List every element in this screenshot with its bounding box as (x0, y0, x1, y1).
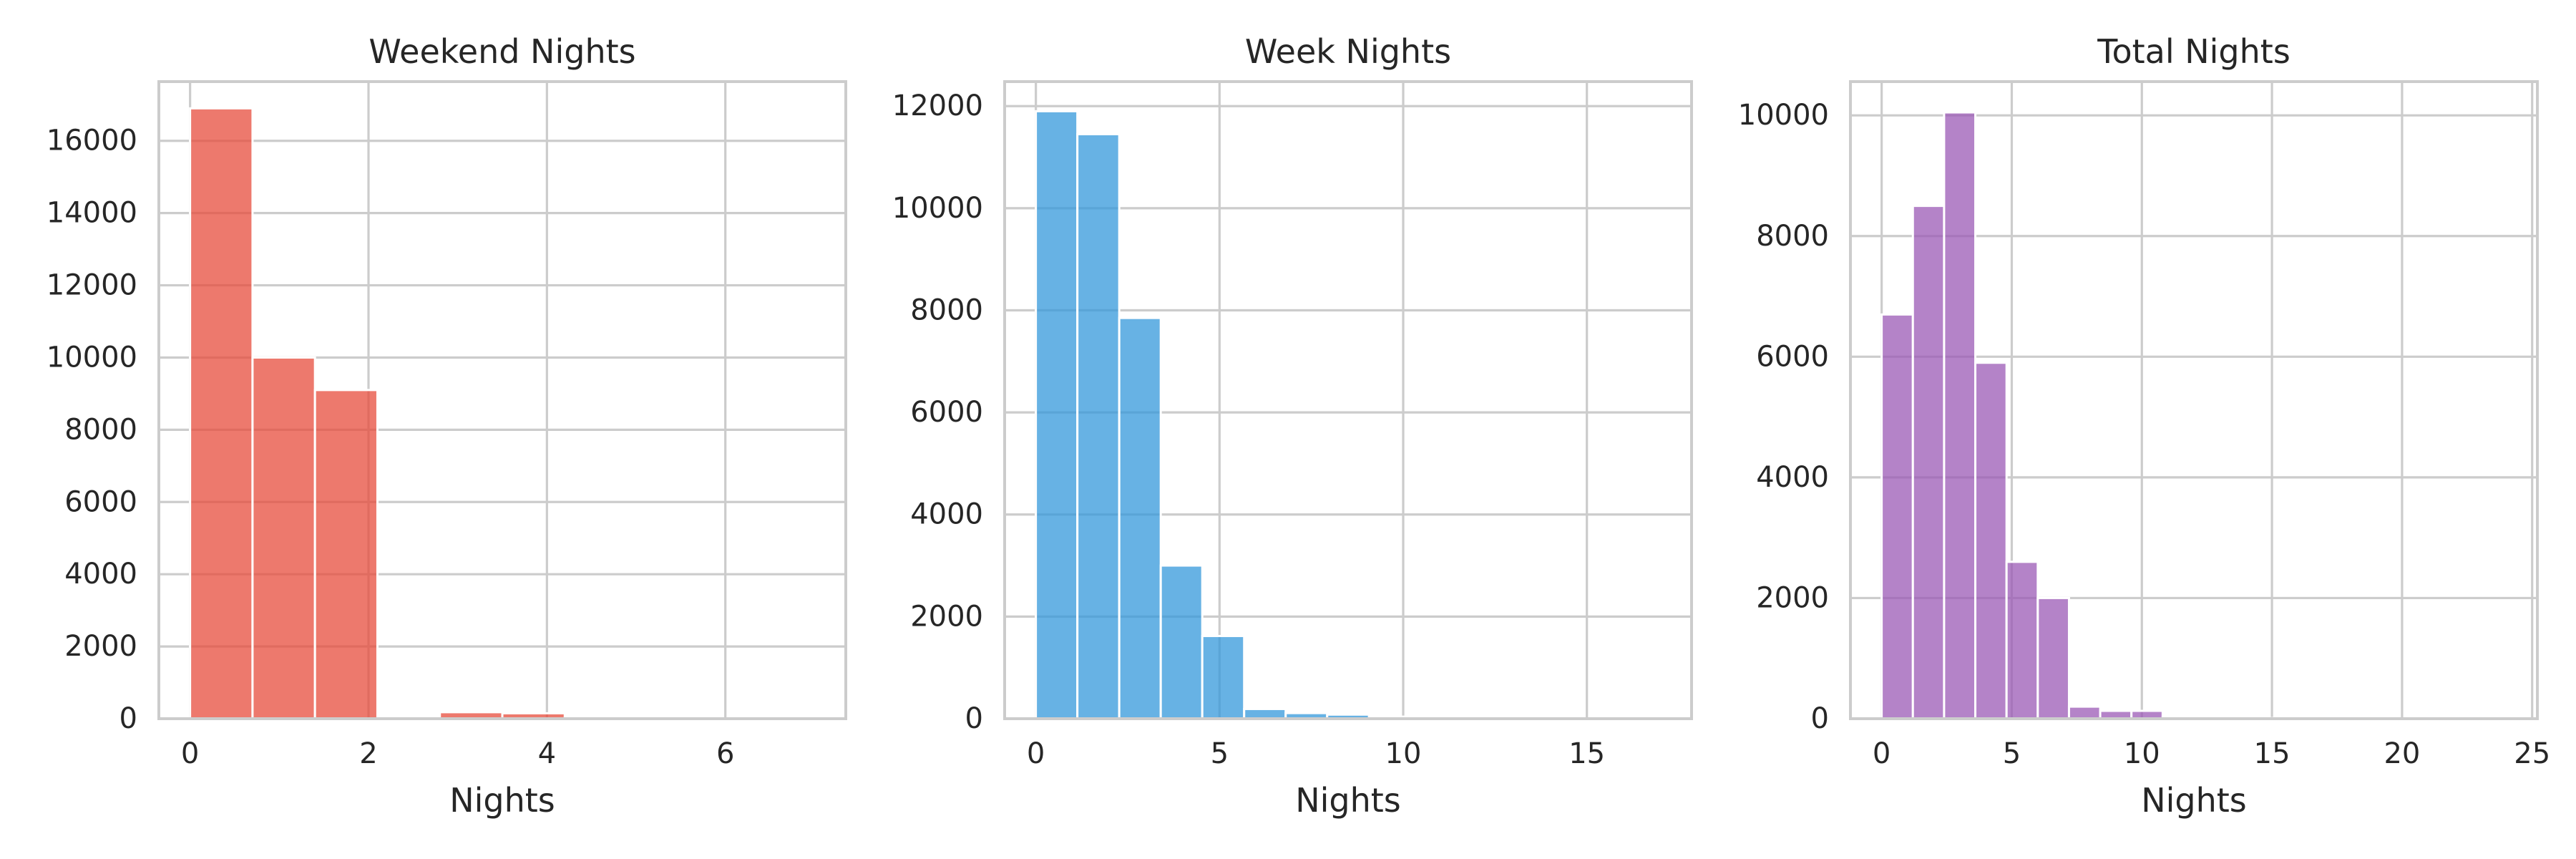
histogram-bar (1911, 205, 1946, 720)
histogram-bar (1076, 132, 1121, 720)
y-tick-label: 10000 (892, 192, 983, 225)
y-tick-label: 6000 (1756, 340, 1829, 373)
x-tick-label: 6 (716, 737, 734, 770)
histogram-bar (1035, 110, 1079, 720)
chart-panel-2: 0 2000 4000 6000 8000 10000 12000 0 5 10 15 Week Ni… (892, 32, 1693, 820)
histogram-bar (1201, 634, 1246, 720)
histogram-bar (313, 389, 379, 720)
y-tick-label: 14000 (47, 197, 137, 230)
y-tick-label: 6000 (64, 485, 137, 518)
x-tick-label: 15 (2254, 737, 2290, 770)
axes-frame (1849, 80, 2539, 720)
y-tick-label: 8000 (1756, 220, 1829, 253)
panel-title: Total Nights (2097, 32, 2290, 71)
y-tick-label: 12000 (892, 89, 983, 122)
y-tick-label: 4000 (1756, 461, 1829, 494)
histogram-bar (1943, 111, 1977, 720)
histogram-bar (1974, 361, 2008, 720)
x-tick-label: 5 (1211, 737, 1229, 770)
x-tick-label: 10 (1385, 737, 1422, 770)
y-tick-label: 0 (119, 702, 137, 735)
y-tick-label: 10000 (1738, 99, 1829, 132)
x-tick-label: 4 (538, 737, 556, 770)
x-tick-label: 10 (2124, 737, 2160, 770)
x-tick-label: 0 (1873, 737, 1890, 770)
y-tick-label: 0 (1811, 702, 1829, 735)
histogram-bar (1159, 564, 1204, 720)
x-axis-label: Nights (2141, 781, 2247, 820)
chart-panel-3: 0 2000 4000 6000 8000 10000 0 5 10 15 20 25 Total Ni… (1738, 32, 2550, 820)
x-axis-label: Nights (1295, 781, 1401, 820)
histogram-bar (2036, 596, 2070, 720)
x-tick-label: 0 (181, 737, 199, 770)
panel-title: Weekend Nights (369, 32, 635, 71)
y-tick-label: 8000 (64, 413, 137, 446)
histogram-bar (2067, 705, 2102, 720)
panel-title: Week Nights (1245, 32, 1451, 71)
y-tick-label: 2000 (64, 630, 137, 663)
chart-panel-1: 0 2000 4000 6000 8000 10000 12000 14000 16000 0 2 4… (47, 32, 847, 820)
x-tick-label: 15 (1568, 737, 1605, 770)
axes-frame (1003, 80, 1693, 720)
y-tick-label: 4000 (64, 558, 137, 591)
y-tick-label: 10000 (47, 341, 137, 374)
y-tick-label: 2000 (1756, 581, 1829, 614)
y-tick-label: 8000 (910, 293, 983, 326)
histogram-bar (251, 356, 316, 720)
axes-frame (157, 80, 847, 720)
histogram-bar (1243, 707, 1287, 720)
histogram-bar (2005, 560, 2039, 720)
y-tick-label: 12000 (47, 269, 137, 302)
x-tick-label: 25 (2514, 737, 2550, 770)
y-tick-label: 6000 (910, 396, 983, 429)
histogram-bar (1118, 316, 1162, 720)
y-tick-label: 4000 (910, 498, 983, 531)
x-tick-label: 0 (1027, 737, 1045, 770)
y-tick-label: 2000 (910, 600, 983, 633)
x-tick-label: 5 (2003, 737, 2021, 770)
y-tick-label: 16000 (47, 125, 137, 157)
y-tick-label: 0 (965, 702, 983, 735)
histogram-bar (1880, 313, 1914, 720)
x-tick-label: 2 (359, 737, 377, 770)
x-axis-label: Nights (449, 781, 555, 820)
histogram-bar (189, 107, 254, 720)
x-tick-label: 20 (2384, 737, 2420, 770)
